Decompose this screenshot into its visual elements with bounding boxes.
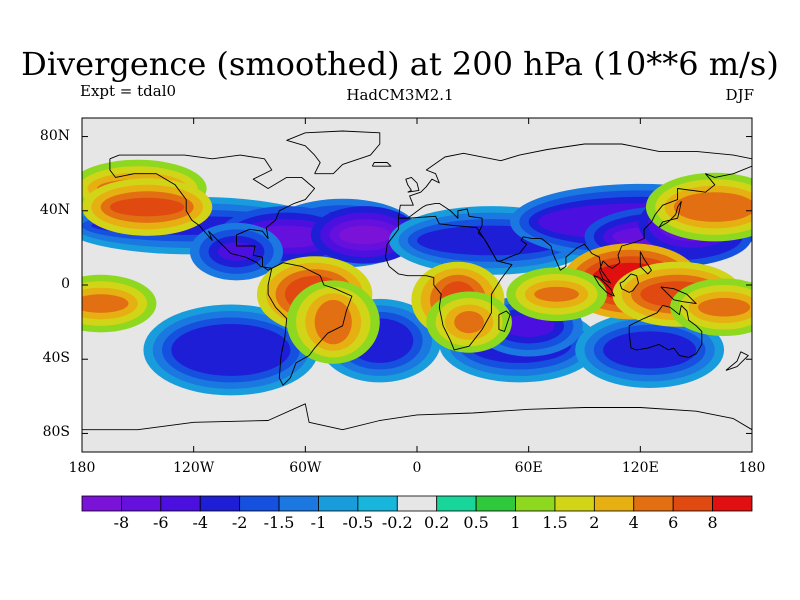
coastline bbox=[109, 154, 316, 271]
lon-tick-label: 180 bbox=[68, 460, 96, 476]
colorbar-box bbox=[239, 495, 280, 512]
divergence-cell bbox=[217, 242, 256, 261]
colorbar-box bbox=[396, 495, 438, 512]
lat-tick-label: 0 bbox=[61, 276, 70, 292]
coastline bbox=[267, 262, 353, 386]
divergence-cell bbox=[82, 294, 129, 313]
lon-tick-label: 120E bbox=[621, 460, 659, 476]
colorbar-label: 1 bbox=[510, 513, 521, 532]
lat-tick-label: 40S bbox=[42, 350, 70, 367]
lon-tick-label: 0 bbox=[412, 460, 422, 476]
colorbar-box bbox=[199, 495, 241, 512]
coastline bbox=[725, 351, 749, 371]
model-label: HadCM3M2.1 bbox=[346, 86, 454, 104]
lat-tick-label: 80S bbox=[42, 424, 70, 441]
colorbar-box bbox=[672, 495, 713, 512]
colorbar-box bbox=[712, 495, 753, 512]
coastline bbox=[628, 304, 703, 358]
divergence-cell bbox=[314, 299, 352, 345]
lon-tick-label: 60W bbox=[289, 460, 322, 476]
coastline bbox=[660, 286, 697, 305]
divergence-cell bbox=[603, 331, 697, 369]
divergence-field bbox=[82, 130, 752, 431]
divergence-cell bbox=[534, 286, 579, 302]
lon-tick-label: 120W bbox=[173, 460, 215, 476]
coastline bbox=[82, 403, 752, 431]
colorbar-box bbox=[436, 495, 477, 512]
coastline bbox=[593, 275, 615, 297]
coastline bbox=[498, 310, 511, 332]
coastline bbox=[286, 130, 381, 175]
colorbar-box bbox=[357, 495, 398, 512]
colorbar-label: 6 bbox=[668, 513, 679, 532]
colorbar-label: 0.2 bbox=[423, 513, 450, 532]
coastline bbox=[619, 273, 639, 293]
coastline bbox=[384, 215, 513, 351]
colorbar-box bbox=[318, 495, 359, 512]
colorbar-label: -8 bbox=[113, 513, 130, 532]
coastline bbox=[397, 143, 752, 284]
colorbar-box bbox=[554, 495, 595, 512]
colorbar-label: -0.2 bbox=[381, 513, 413, 532]
lat-tick-label: 40N bbox=[39, 201, 70, 218]
colorbar-label: -0.5 bbox=[342, 513, 374, 532]
colorbar-box bbox=[475, 495, 516, 512]
colorbar-box bbox=[81, 495, 122, 512]
divergence-cell bbox=[673, 192, 752, 222]
coastline bbox=[639, 251, 652, 275]
divergence-cell bbox=[109, 197, 185, 217]
colorbar-label: -6 bbox=[153, 513, 169, 532]
coastline bbox=[371, 162, 392, 167]
colorbar-box bbox=[633, 495, 674, 512]
colorbar-label: -2 bbox=[231, 513, 248, 532]
lon-tick-label: 180 bbox=[738, 460, 766, 476]
divergence-cell bbox=[338, 225, 391, 245]
colorbar-label: 4 bbox=[628, 513, 639, 532]
coastline bbox=[405, 176, 420, 193]
colorbar-label: 0.5 bbox=[463, 513, 489, 532]
colorbar-label: 8 bbox=[707, 513, 718, 532]
divergence-cell bbox=[171, 323, 291, 376]
colorbar-label: 1.5 bbox=[542, 513, 568, 532]
colorbar-box bbox=[121, 495, 162, 512]
colorbar-box bbox=[278, 495, 319, 512]
map-title: Divergence (smoothed) at 200 hPa (10**6 … bbox=[21, 45, 779, 83]
colorbar-label: 2 bbox=[589, 513, 600, 532]
colorbar-label: -1 bbox=[310, 513, 327, 532]
colorbar-box bbox=[160, 495, 201, 512]
colorbar-label: -4 bbox=[192, 513, 209, 532]
season-label: DJF bbox=[725, 86, 754, 104]
lon-tick-label: 60E bbox=[514, 460, 543, 476]
coastline bbox=[658, 201, 682, 228]
divergence-cell bbox=[502, 314, 555, 337]
colorbar-label: -1.5 bbox=[263, 513, 295, 532]
divergence-cell bbox=[698, 297, 751, 317]
experiment-label: Expt = tdal0 bbox=[80, 82, 177, 100]
colorbar-box bbox=[515, 495, 556, 512]
lat-tick-label: 80N bbox=[39, 127, 70, 144]
divergence-cell bbox=[454, 310, 484, 334]
colorbar-box bbox=[593, 495, 635, 512]
